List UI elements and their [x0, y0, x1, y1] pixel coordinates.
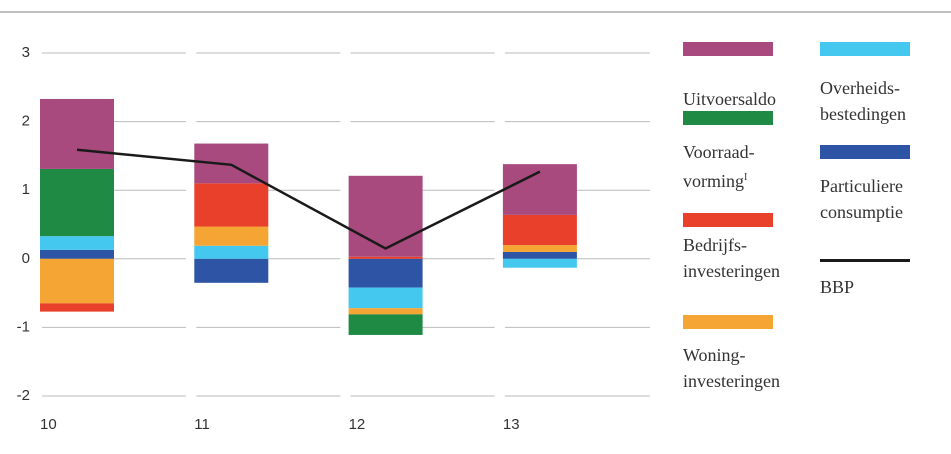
bar-segment — [40, 303, 114, 312]
bar-segment — [348, 256, 423, 259]
x-tick-label: 12 — [349, 416, 366, 433]
legend-label: Bedrijfs- investeringen — [683, 232, 780, 284]
x-tick-label: 11 — [194, 416, 210, 433]
legend-swatch — [820, 42, 910, 56]
bar-segment — [40, 168, 114, 237]
legend-text: Bedrijfs- investeringen — [683, 235, 780, 281]
legend-swatch — [683, 213, 773, 227]
bar-segment — [348, 308, 423, 315]
bar-segment — [502, 258, 577, 268]
legend-swatch — [683, 42, 773, 56]
legend-label: Uitvoersaldo — [683, 86, 776, 112]
legend-label: Woning- investeringen — [683, 342, 780, 394]
legend-label: Overheids- bestedingen — [820, 75, 906, 127]
x-tick-label: 13 — [503, 416, 520, 433]
y-tick-label: 3 — [22, 44, 30, 61]
bar-segment — [502, 245, 577, 252]
y-tick-label: 1 — [22, 181, 30, 198]
legend-label: Voorraad- vormingI — [683, 139, 755, 194]
legend-text: BBP — [820, 277, 855, 297]
legend-swatch — [683, 111, 773, 125]
bar-segment — [194, 183, 269, 227]
bar-segment — [194, 226, 269, 246]
bar-segment — [348, 175, 423, 257]
bar-segment — [40, 258, 114, 304]
bar-segment — [348, 258, 423, 288]
y-tick-label: -1 — [17, 318, 30, 335]
y-tick-label: 0 — [22, 250, 30, 267]
legend-swatch — [820, 259, 910, 262]
bar-segment — [502, 214, 577, 246]
legend-text: Voorraad- vorming — [683, 142, 755, 191]
bar-segment — [348, 314, 423, 335]
bar-segment — [502, 251, 577, 259]
legend-text: Uitvoersaldo — [683, 89, 776, 109]
bar-segment — [40, 98, 114, 169]
legend-label: BBP — [820, 274, 854, 300]
y-tick-label: -2 — [17, 387, 30, 404]
legend-label: Particuliere consumptie — [820, 173, 903, 225]
legend-text: Woning- investeringen — [683, 345, 780, 391]
footnote-marker: I — [744, 172, 748, 183]
bar-segment — [348, 287, 423, 309]
y-tick-label: 2 — [22, 113, 30, 130]
bar-segment — [194, 258, 269, 283]
legend-swatch — [820, 145, 910, 159]
legend-text: Overheids- bestedingen — [820, 78, 906, 124]
x-tick-label: 10 — [40, 416, 57, 433]
line-series — [76, 148, 541, 250]
legend-swatch — [683, 315, 773, 329]
bar-segment — [194, 245, 269, 259]
legend-text: Particuliere consumptie — [820, 176, 903, 222]
bar-segment — [40, 249, 114, 259]
bar-segment — [40, 236, 114, 250]
